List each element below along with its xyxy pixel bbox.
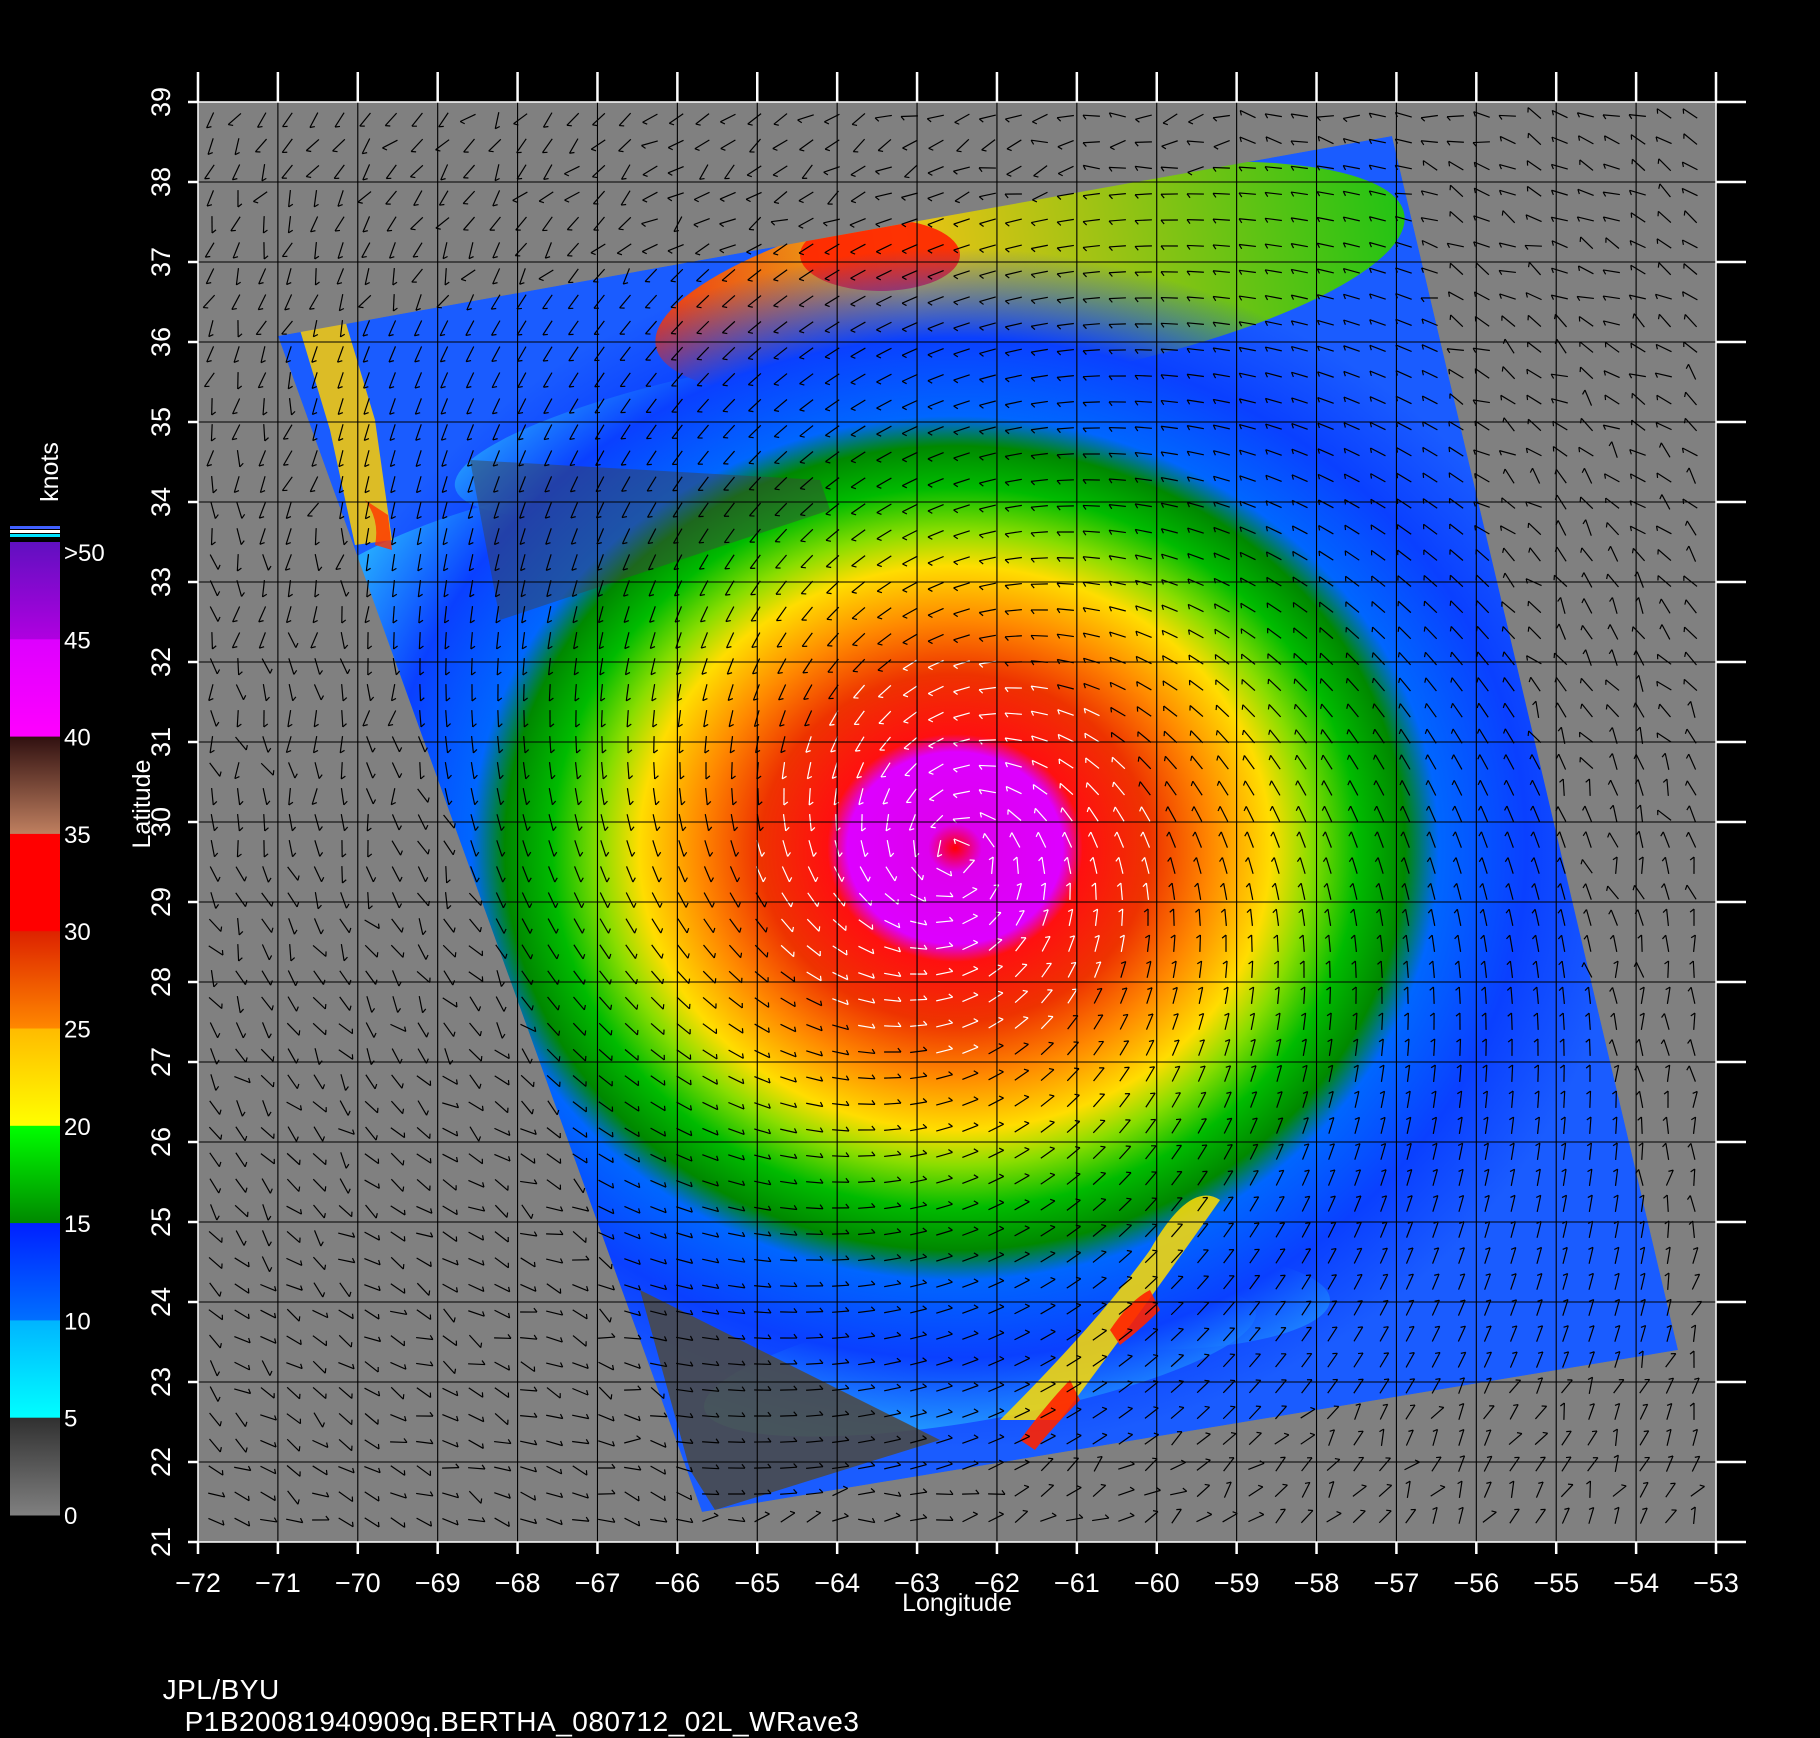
colorbar-band-45-50: [10, 542, 60, 640]
colorbar-label-1: 45: [64, 627, 91, 654]
lon-tick-label-6: −66: [654, 1568, 700, 1598]
lat-tick-label-3: 24: [146, 1287, 176, 1317]
colorbar-label-0: >50: [64, 540, 105, 567]
lat-tick-label-2: 23: [146, 1367, 176, 1397]
y-axis-title: Latitude: [128, 760, 156, 849]
colorbar-label-8: 10: [64, 1308, 91, 1335]
lat-tick-label-6: 27: [146, 1047, 176, 1077]
lat-tick-label-0: 21: [146, 1527, 176, 1557]
colorbar-label-9: 5: [64, 1406, 77, 1433]
lon-tick-label-1: −71: [255, 1568, 301, 1598]
lon-tick-label-15: −57: [1374, 1568, 1420, 1598]
colorbar-label-4: 30: [64, 919, 91, 946]
colorbar-label-7: 15: [64, 1211, 91, 1238]
lon-tick-label-11: −61: [1054, 1568, 1100, 1598]
lon-tick-label-13: −59: [1214, 1568, 1260, 1598]
lon-tick-label-14: −58: [1294, 1568, 1340, 1598]
colorbar-band-35-40: [10, 737, 60, 835]
footer-caption: JPL/BYU P1B20081940909q.BERTHA_080712_02…: [146, 1642, 859, 1738]
lon-tick-label-7: −65: [734, 1568, 780, 1598]
colorbar-band-10-15: [10, 1223, 60, 1321]
colorbar-label-6: 20: [64, 1114, 91, 1141]
colorbar-label-5: 25: [64, 1017, 91, 1044]
colorbar-band-0-5: [10, 1418, 60, 1516]
lat-tick-label-11: 32: [146, 647, 176, 677]
colorbar-overflow-stripe-2: [10, 534, 60, 537]
lat-tick-label-4: 25: [146, 1207, 176, 1237]
lon-tick-label-0: −72: [175, 1568, 221, 1598]
lat-tick-label-5: 26: [146, 1127, 176, 1157]
lat-tick-label-18: 39: [146, 87, 176, 117]
lon-tick-label-2: −70: [335, 1568, 381, 1598]
colorbar-label-2: 40: [64, 725, 91, 752]
footer-file-id: P1B20081940909q.BERTHA_080712_02L_WRave3: [185, 1706, 860, 1737]
lat-tick-label-16: 37: [146, 247, 176, 277]
colorbar-band-30-35: [10, 834, 60, 932]
footer-credit: JPL/BYU: [163, 1674, 280, 1705]
lon-tick-label-12: −60: [1134, 1568, 1180, 1598]
lon-tick-label-19: −53: [1693, 1568, 1739, 1598]
colorbar-label-3: 35: [64, 822, 91, 849]
lat-tick-label-14: 35: [146, 407, 176, 437]
lon-tick-label-18: −54: [1613, 1568, 1659, 1598]
lat-tick-label-7: 28: [146, 967, 176, 997]
lat-tick-label-12: 33: [146, 567, 176, 597]
lon-tick-label-8: −64: [814, 1568, 860, 1598]
colorbar-band-25-30: [10, 931, 60, 1029]
colorbar-overflow-stripe-0: [10, 526, 60, 529]
lon-tick-label-17: −55: [1533, 1568, 1579, 1598]
wind-speed-colorbar: >50 45 40 35 30 25 20 15 10 5 0: [10, 526, 105, 1530]
lat-tick-label-15: 36: [146, 327, 176, 357]
colorbar-band-20-25: [10, 1029, 60, 1127]
x-axis-title: Longitude: [902, 1589, 1012, 1617]
lat-tick-label-8: 29: [146, 887, 176, 917]
colorbar-band-5-10: [10, 1320, 60, 1418]
lat-tick-label-13: 34: [146, 487, 176, 517]
colorbar-unit-label: knots: [36, 442, 64, 502]
lon-tick-label-4: −68: [495, 1568, 541, 1598]
colorbar-label-10: 0: [64, 1503, 77, 1530]
lon-tick-label-3: −69: [415, 1568, 461, 1598]
colorbar-overflow-stripe-1: [10, 530, 60, 533]
colorbar-band-15-20: [10, 1126, 60, 1224]
lat-tick-label-17: 38: [146, 167, 176, 197]
lon-tick-label-5: −67: [575, 1568, 621, 1598]
lat-tick-label-10: 31: [146, 727, 176, 757]
lat-tick-label-1: 22: [146, 1447, 176, 1477]
lon-tick-label-16: −56: [1453, 1568, 1499, 1598]
colorbar-band-40-45: [10, 639, 60, 737]
